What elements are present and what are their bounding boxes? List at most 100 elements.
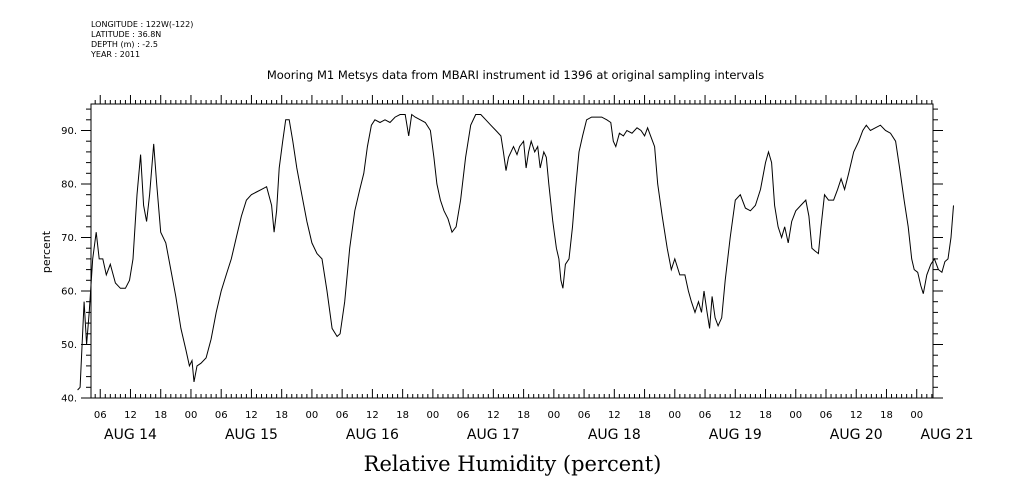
data-point: [485, 119, 486, 120]
data-point: [475, 114, 476, 115]
data-point: [740, 194, 741, 195]
data-point: [363, 173, 364, 174]
x-tick-label: 12: [608, 410, 621, 421]
data-point: [395, 117, 396, 118]
data-point: [800, 205, 801, 206]
data-point: [261, 189, 262, 190]
data-point: [828, 200, 829, 201]
data-point: [129, 280, 130, 281]
data-point: [447, 218, 448, 219]
data-point: [326, 290, 327, 291]
data-point: [231, 258, 232, 259]
data-point: [941, 272, 942, 273]
data-point: [316, 253, 317, 254]
data-point: [684, 274, 685, 275]
data-point: [436, 183, 437, 184]
data-point: [623, 135, 624, 136]
data-point: [251, 194, 252, 195]
data-point: [340, 333, 341, 334]
data-point: [671, 269, 672, 270]
data-point: [99, 258, 100, 259]
data-point: [534, 151, 535, 152]
data-point: [556, 248, 557, 249]
data-point: [818, 253, 819, 254]
data-point: [654, 146, 655, 147]
day-label: AUG 16: [346, 427, 399, 443]
data-point: [430, 130, 431, 131]
data-point: [180, 328, 181, 329]
day-label: AUG 15: [225, 427, 278, 443]
depth-text: DEPTH (m) : -2.5: [91, 40, 158, 49]
data-point: [185, 349, 186, 350]
data-point: [837, 189, 838, 190]
x-tick-label: 06: [699, 410, 712, 421]
x-tick-label: 00: [547, 410, 560, 421]
data-point: [774, 205, 775, 206]
metadata-block: LONGITUDE : 122W(-122) LATITUDE : 36.8N …: [91, 20, 193, 60]
data-point: [77, 389, 78, 390]
data-point: [80, 387, 81, 388]
data-point: [548, 183, 549, 184]
data-point: [572, 226, 573, 227]
data-point: [389, 122, 390, 123]
longitude-text: LONGITUDE : 122W(-122): [91, 20, 194, 29]
data-point: [904, 200, 905, 201]
data-point: [196, 365, 197, 366]
data-point: [256, 191, 257, 192]
data-point: [175, 296, 176, 297]
data-point: [890, 133, 891, 134]
data-point: [540, 167, 541, 168]
x-tick-label: 12: [366, 410, 379, 421]
data-point: [760, 189, 761, 190]
data-point: [694, 312, 695, 313]
data-point: [701, 312, 702, 313]
data-point: [698, 301, 699, 302]
data-point: [833, 200, 834, 201]
data-point: [885, 130, 886, 131]
chart-title: Mooring M1 Metsys data from MBARI instru…: [266, 68, 765, 82]
data-point: [709, 328, 710, 329]
variable-title: Relative Humidity (percent): [363, 452, 662, 476]
data-point: [86, 344, 87, 345]
data-point: [703, 290, 704, 291]
data-point: [923, 293, 924, 294]
plot-frame: [90, 103, 934, 399]
y-axis-label: percent: [40, 230, 53, 273]
data-point: [292, 141, 293, 142]
y-tick-label: 40.: [61, 394, 77, 405]
data-point: [679, 274, 680, 275]
data-point: [531, 141, 532, 142]
data-point: [495, 130, 496, 131]
data-point: [321, 258, 322, 259]
data-point: [102, 258, 103, 259]
x-tick-label: 06: [820, 410, 833, 421]
x-tick-label: 18: [154, 410, 167, 421]
data-point: [537, 146, 538, 147]
data-point: [546, 157, 547, 158]
data-point: [226, 274, 227, 275]
data-point: [768, 151, 769, 152]
data-point: [136, 194, 137, 195]
x-tick-label: 12: [124, 410, 137, 421]
data-point: [950, 237, 951, 238]
data-point: [795, 210, 796, 211]
x-tick-label: 06: [336, 410, 349, 421]
data-point: [456, 226, 457, 227]
data-point: [899, 167, 900, 168]
data-point: [765, 162, 766, 163]
data-point: [405, 114, 406, 115]
data-point: [400, 114, 401, 115]
data-point: [84, 301, 85, 302]
data-point: [667, 248, 668, 249]
data-point: [565, 264, 566, 265]
x-tick-label: 06: [215, 410, 228, 421]
data-point: [221, 290, 222, 291]
data-point: [858, 141, 859, 142]
data-point: [526, 167, 527, 168]
data-point: [715, 317, 716, 318]
x-tick-label: 06: [578, 410, 591, 421]
data-point: [374, 119, 375, 120]
data-point: [296, 167, 297, 168]
data-point: [420, 119, 421, 120]
